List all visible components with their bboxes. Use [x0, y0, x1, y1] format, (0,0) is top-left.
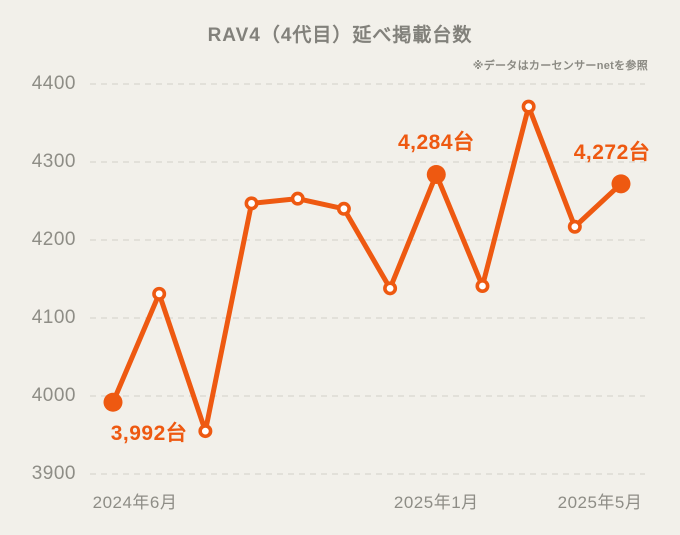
- data-point-marker-open: [521, 99, 536, 114]
- data-point-marker-open: [475, 279, 490, 294]
- y-axis-tick-label: 4100: [31, 307, 76, 328]
- x-axis-tick-label: 2024年6月: [92, 493, 178, 512]
- data-point-marker-open: [244, 196, 259, 211]
- point-value-label: 3,992台: [110, 422, 188, 446]
- data-point-marker-filled: [611, 174, 631, 194]
- data-point-marker-open: [383, 281, 398, 296]
- data-point-marker-open: [336, 201, 351, 216]
- x-axis-tick-label: 2025年5月: [557, 493, 643, 512]
- data-point-marker-open: [152, 286, 167, 301]
- point-value-label: 4,284台: [397, 131, 475, 155]
- data-source-note: ※データはカーセンサーnetを参照: [472, 60, 648, 72]
- y-axis-tick-label: 4200: [31, 229, 76, 250]
- x-axis-tick-label: 2025年1月: [393, 493, 479, 512]
- y-axis-tick-label: 4400: [31, 73, 76, 94]
- data-point-marker-open: [290, 191, 305, 206]
- y-axis-tick-label: 4300: [31, 151, 76, 172]
- data-point-marker-filled: [426, 164, 446, 184]
- line-series: [110, 104, 624, 434]
- point-value-label: 4,272台: [573, 140, 651, 164]
- y-axis-tick-label: 4000: [31, 385, 76, 406]
- data-point-marker-filled: [103, 392, 123, 412]
- data-point-marker-open: [198, 424, 213, 439]
- chart-title: RAV4（4代目）延べ掲載台数: [207, 25, 473, 46]
- y-axis-tick-label: 3900: [31, 463, 76, 484]
- data-point-marker-open: [567, 219, 582, 234]
